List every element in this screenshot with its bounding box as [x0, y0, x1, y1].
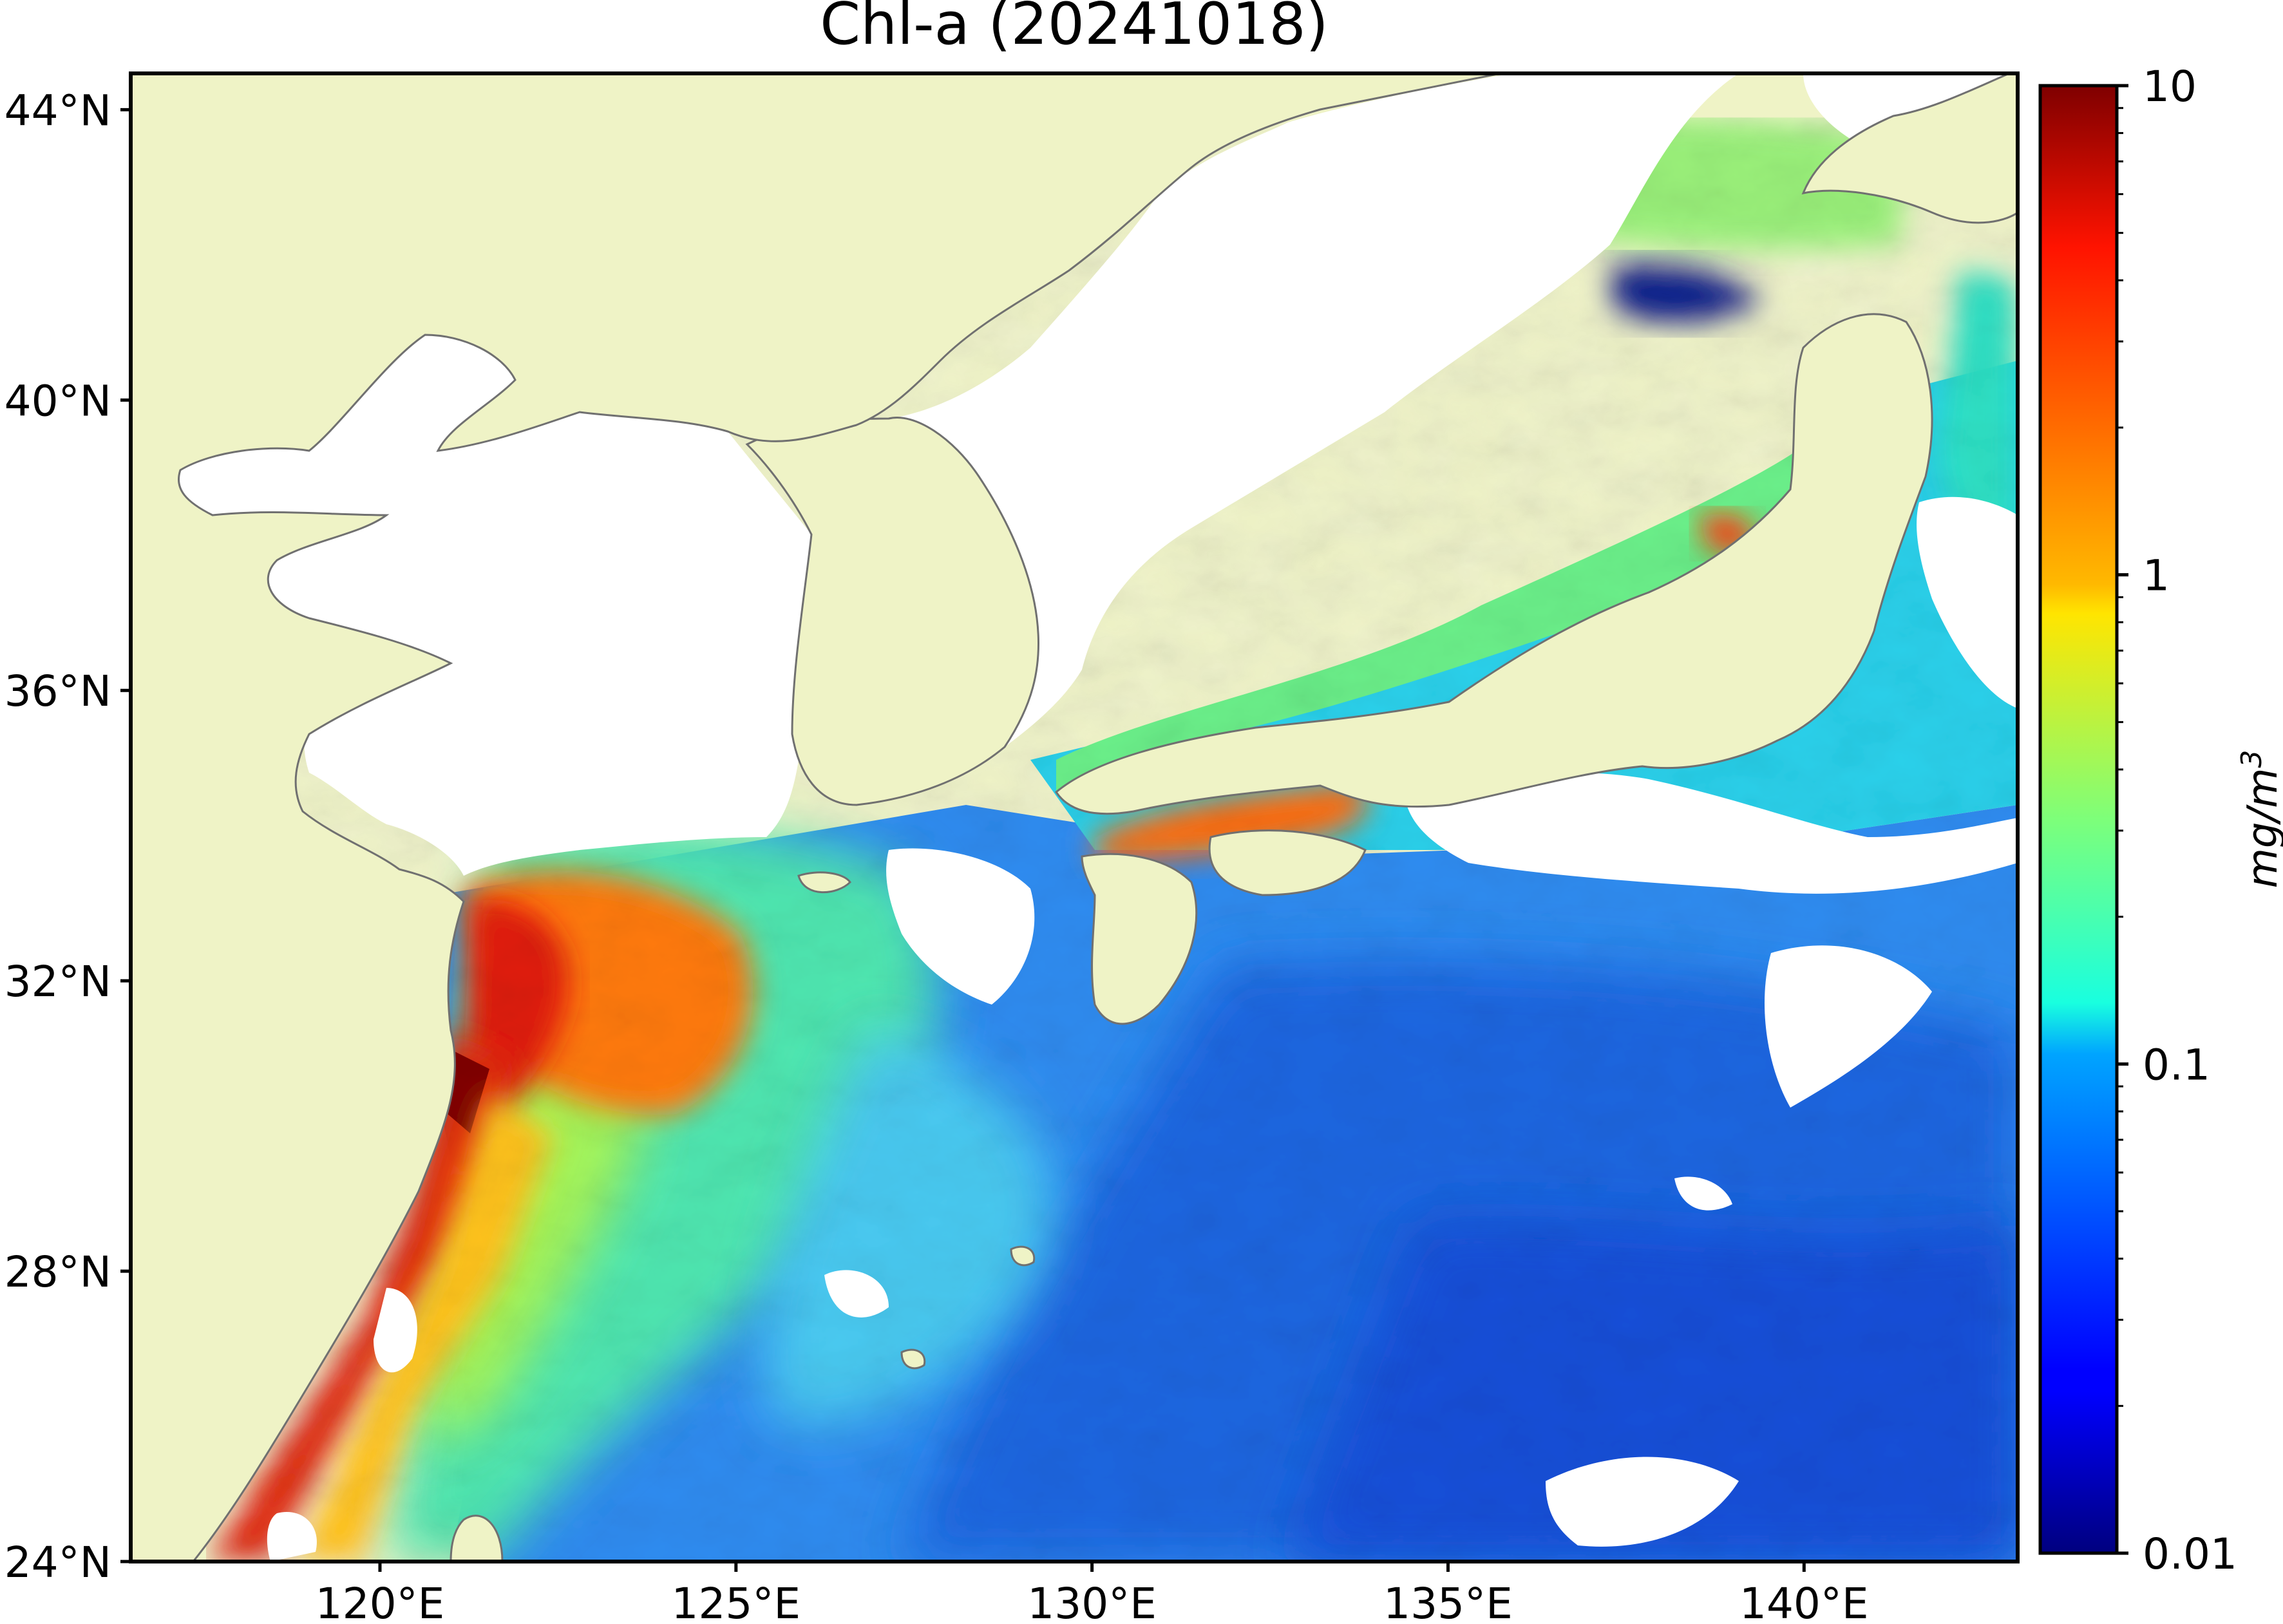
- lat-tick-label: 24°N: [5, 1538, 111, 1587]
- colorbar-unit-label: mg/m3: [2235, 750, 2283, 889]
- colorbar-tick-label: 0.1: [2143, 1040, 2210, 1090]
- longitude-axis: 120°E 125°E 130°E 135°E 140°E: [316, 1562, 1869, 1624]
- lon-tick-label: 125°E: [671, 1579, 800, 1624]
- lat-tick-label: 40°N: [5, 376, 111, 426]
- latitude-axis: 44°N 40°N 36°N 32°N 28°N 24°N: [5, 86, 131, 1587]
- map-frame: [129, 71, 2020, 1563]
- lon-tick-label: 120°E: [316, 1579, 445, 1624]
- lat-tick-label: 44°N: [5, 86, 111, 135]
- colorbar-minor-ticks: [2117, 107, 2123, 1407]
- colorbar-tick-label: 0.01: [2143, 1529, 2237, 1579]
- chart-title: Chl-a (20241018): [820, 0, 1328, 58]
- colorbar-tick-label: 1: [2143, 551, 2170, 601]
- lat-tick-label: 28°N: [5, 1247, 111, 1297]
- lon-tick-label: 130°E: [1027, 1579, 1157, 1624]
- lon-tick-label: 135°E: [1383, 1579, 1513, 1624]
- cloud-mask: [178, 73, 2018, 1562]
- colorbar-tick-label: 10: [2143, 62, 2197, 111]
- map-area: [131, 73, 2018, 1562]
- mainland-coast: [131, 73, 1501, 1562]
- land-shapes: [450, 73, 2018, 1562]
- colorbar-gradient: [2040, 86, 2117, 1553]
- lat-tick-label: 36°N: [5, 666, 111, 716]
- lon-tick-label: 140°E: [1739, 1579, 1869, 1624]
- colorbar-ticks: 10 1 0.1 0.01: [2117, 62, 2237, 1579]
- colorbar-frame: [2038, 84, 2119, 1555]
- colorbar: 10 1 0.1 0.01 mg/m3: [2038, 62, 2283, 1579]
- lat-tick-label: 32°N: [5, 957, 111, 1006]
